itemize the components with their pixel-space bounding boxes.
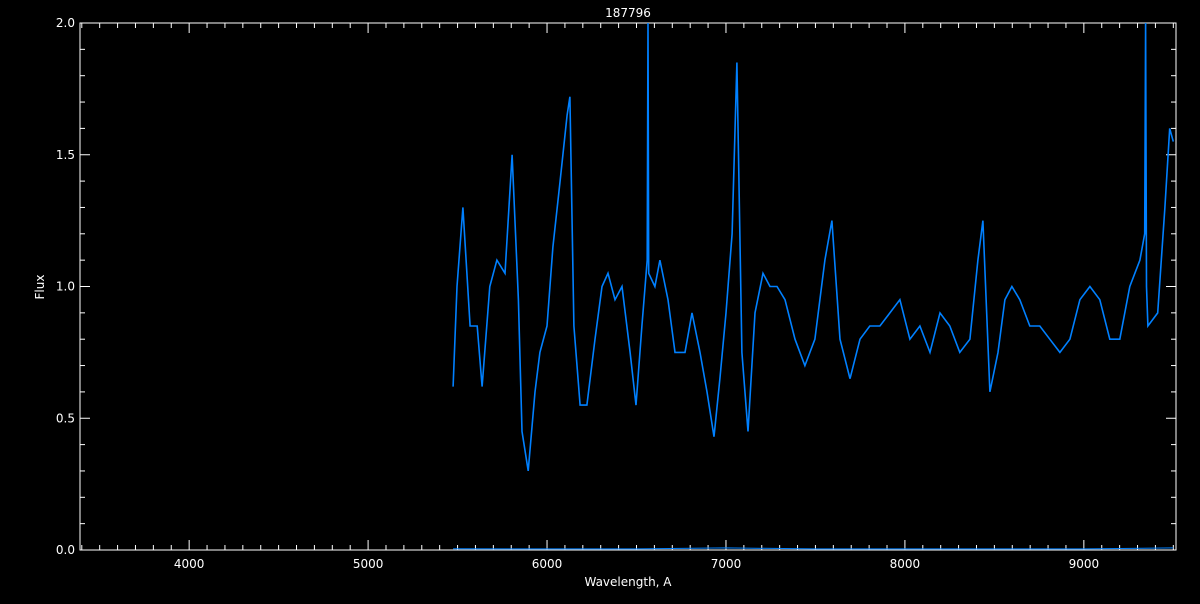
flux-line [452, 22, 1175, 472]
x-tick-label: 8000 [890, 557, 921, 571]
y-axis-label: Flux [33, 275, 47, 300]
y-tick-label: 1.0 [56, 280, 75, 294]
y-tick-label: 0.5 [56, 411, 75, 425]
x-tick-label: 7000 [711, 557, 742, 571]
x-axis-label: Wavelength, A [584, 575, 672, 589]
y-tick-label: 2.0 [56, 16, 75, 30]
chart-title: 187796 [605, 6, 651, 20]
y-tick-label: 0.0 [56, 543, 75, 557]
x-tick-label: 4000 [174, 557, 205, 571]
x-tick-label: 9000 [1069, 557, 1100, 571]
x-tick-label: 6000 [532, 557, 563, 571]
x-tick-label: 5000 [353, 557, 384, 571]
y-tick-label: 1.5 [56, 148, 75, 162]
axes: 4000 5000 6000 7000 8000 9000 0.0 0.5 1.0 1.5 2.0 [56, 16, 1177, 571]
error-line [453, 547, 1174, 550]
plot-area [452, 22, 1175, 550]
